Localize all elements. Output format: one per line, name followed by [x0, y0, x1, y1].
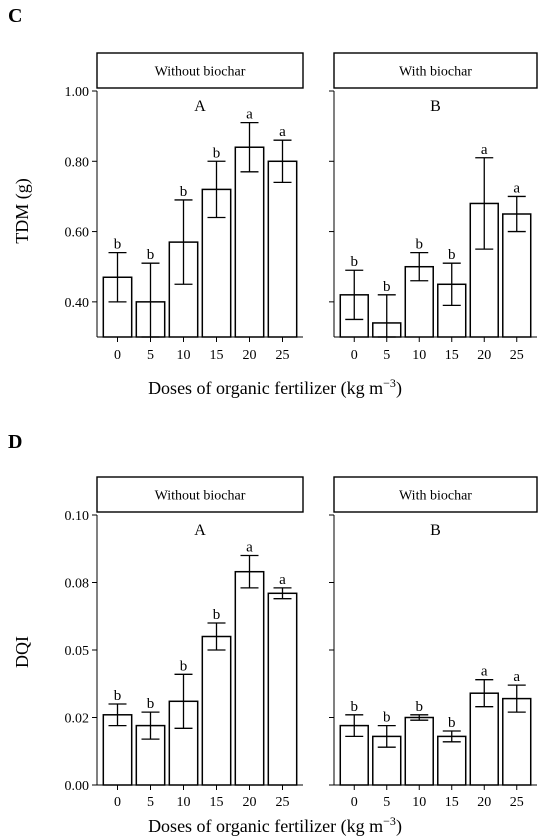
facet-strip-label: Without biochar [155, 489, 246, 504]
x-tick-label: 0 [351, 348, 358, 363]
y-tick-label: 0.40 [65, 296, 90, 311]
significance-letter: b [383, 710, 391, 726]
significance-letter: a [246, 540, 253, 556]
bar [201, 635, 232, 786]
bar [234, 146, 265, 338]
y-tick-label: 0.08 [65, 577, 90, 592]
facet-strip-box [333, 476, 538, 513]
x-tick-label: 25 [510, 795, 524, 810]
y-tick-label: 0.80 [65, 155, 90, 170]
x-tick-label: 20 [243, 795, 257, 810]
x-tick-label: 20 [243, 348, 257, 363]
significance-letter: b [448, 247, 456, 263]
significance-letter: b [114, 688, 122, 704]
y-tick-label: 0.02 [65, 712, 90, 727]
x-tick-label: 15 [210, 795, 224, 810]
bar [469, 692, 499, 786]
x-tick-label: 10 [412, 795, 426, 810]
y-tick-label: 0.05 [65, 644, 90, 659]
significance-letter: a [279, 572, 286, 588]
x-tick-label: 5 [383, 795, 390, 810]
bar [234, 570, 265, 786]
significance-letter: a [481, 142, 488, 158]
x-tick-label: 0 [351, 795, 358, 810]
bar [404, 716, 434, 786]
y-tick-label: 1.00 [65, 85, 90, 100]
significance-letter: b [213, 145, 221, 161]
y-tick-label: 0.00 [65, 779, 90, 794]
y-tick-label: 0.10 [65, 509, 90, 524]
significance-letter: a [481, 664, 488, 680]
significance-letter: b [416, 237, 424, 253]
x-tick-label: 10 [177, 348, 191, 363]
x-tick-label: 10 [177, 795, 191, 810]
significance-letter: b [351, 699, 359, 715]
panel-letter-d: D [8, 431, 22, 453]
x-tick-label: 25 [276, 348, 290, 363]
significance-letter: a [246, 107, 253, 123]
significance-letter: b [147, 696, 155, 712]
group-letter: A [194, 98, 206, 115]
bar [502, 697, 532, 786]
x-axis-title: Doses of organic fertilizer (kg m−3) [148, 376, 402, 399]
x-tick-label: 20 [477, 795, 491, 810]
x-tick-label: 25 [510, 348, 524, 363]
x-tick-label: 15 [210, 348, 224, 363]
bar [437, 735, 467, 786]
bar [102, 714, 133, 786]
x-tick-label: 15 [445, 348, 459, 363]
facet-strip-box [333, 52, 538, 89]
bar [135, 724, 166, 786]
significance-letter: b [383, 279, 391, 295]
panel-letter-c: C [8, 5, 22, 27]
x-tick-label: 0 [114, 348, 121, 363]
significance-letter: a [513, 180, 520, 196]
group-letter: B [430, 522, 441, 539]
x-tick-label: 25 [276, 795, 290, 810]
x-tick-label: 5 [147, 348, 154, 363]
x-tick-label: 20 [477, 348, 491, 363]
group-letter: A [194, 522, 206, 539]
x-tick-label: 0 [114, 795, 121, 810]
significance-letter: b [351, 254, 359, 270]
facet-strip-label: Without biochar [155, 65, 246, 80]
y-axis-title: DQI [12, 636, 32, 668]
facet-strip-box [96, 476, 304, 513]
significance-letter: b [147, 247, 155, 263]
bar [267, 592, 298, 786]
significance-letter: b [448, 715, 456, 731]
bar [267, 160, 298, 338]
x-tick-label: 10 [412, 348, 426, 363]
x-axis-title: Doses of organic fertilizer (kg m−3) [148, 814, 402, 837]
significance-letter: b [114, 237, 122, 253]
x-tick-label: 5 [383, 348, 390, 363]
x-tick-label: 5 [147, 795, 154, 810]
facet-strip-label: With biochar [399, 489, 472, 504]
bar [502, 213, 532, 338]
x-tick-label: 15 [445, 795, 459, 810]
significance-letter: a [513, 669, 520, 685]
facet-strip-label: With biochar [399, 65, 472, 80]
facet-strip-box [96, 52, 304, 89]
significance-letter: b [416, 699, 424, 715]
y-tick-label: 0.60 [65, 226, 90, 241]
significance-letter: b [180, 184, 188, 200]
group-letter: B [430, 98, 441, 115]
y-axis-title: TDM (g) [12, 178, 33, 244]
significance-letter: a [279, 124, 286, 140]
significance-letter: b [180, 658, 188, 674]
significance-letter: b [213, 607, 221, 623]
